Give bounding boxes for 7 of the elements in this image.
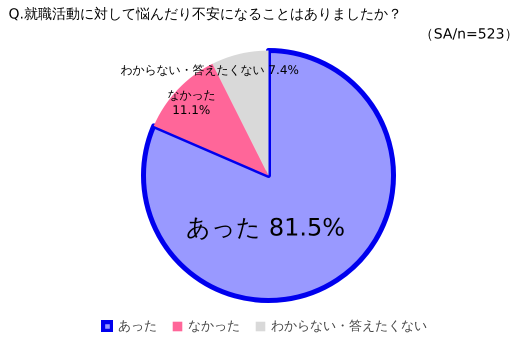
data-label: 11.1% [172, 103, 210, 118]
legend-label: あった [118, 318, 157, 335]
legend-label: なかった [188, 318, 240, 335]
text: （SA/n=523） [420, 26, 518, 42]
chart-title: Q.就職活動に対して悩んだり不安になることはありましたか？ [8, 6, 402, 22]
legend-label: わからない・答えたくない [271, 318, 427, 335]
category-label: あった 81.5% [186, 214, 346, 242]
